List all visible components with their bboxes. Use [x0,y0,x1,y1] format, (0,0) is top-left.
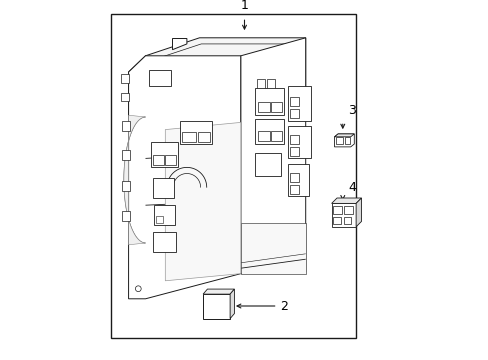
Bar [179,121,212,144]
Bar [165,155,176,165]
Bar [270,102,282,112]
Bar [122,150,129,160]
Bar [122,121,129,131]
Bar [333,206,342,214]
Bar [344,137,349,144]
Bar [289,97,299,106]
Bar [111,14,355,338]
Bar [122,181,129,191]
Polygon shape [334,134,354,137]
Bar [343,217,350,224]
Bar [257,79,265,88]
Text: 4: 4 [348,181,356,194]
Bar [197,132,210,142]
Bar [182,132,196,142]
Bar [153,205,175,225]
Polygon shape [172,39,186,50]
Bar [152,232,176,252]
Bar [343,206,352,214]
Bar [266,79,274,88]
Polygon shape [230,289,234,319]
Bar [258,102,269,112]
Bar [255,88,284,115]
Bar [287,126,310,158]
Polygon shape [203,289,234,294]
Bar [255,153,280,176]
Bar [289,185,299,194]
Bar [333,217,340,224]
Bar [255,119,284,144]
Bar [151,142,178,167]
Polygon shape [145,38,305,119]
Bar [258,131,269,141]
Text: 1: 1 [240,0,248,12]
Polygon shape [165,122,241,281]
Polygon shape [128,56,145,135]
Polygon shape [241,38,305,274]
Bar [331,203,355,227]
Polygon shape [331,198,361,203]
Bar [270,131,282,141]
Bar [289,135,299,144]
Bar [153,155,163,165]
Polygon shape [334,134,354,147]
Bar [149,70,170,86]
Bar [121,93,129,101]
Text: 2: 2 [280,300,288,312]
Bar [287,164,309,196]
Bar [122,211,129,221]
Bar [241,223,305,274]
Text: 3: 3 [348,104,356,117]
Polygon shape [355,198,361,227]
Bar [336,137,343,144]
Bar [121,74,129,83]
Bar [289,147,299,156]
Bar [289,173,299,182]
Bar [287,86,310,121]
Bar [203,294,230,319]
Bar [155,216,163,223]
Polygon shape [128,56,241,299]
Polygon shape [123,115,145,245]
Bar [289,109,299,118]
Bar [152,178,174,198]
